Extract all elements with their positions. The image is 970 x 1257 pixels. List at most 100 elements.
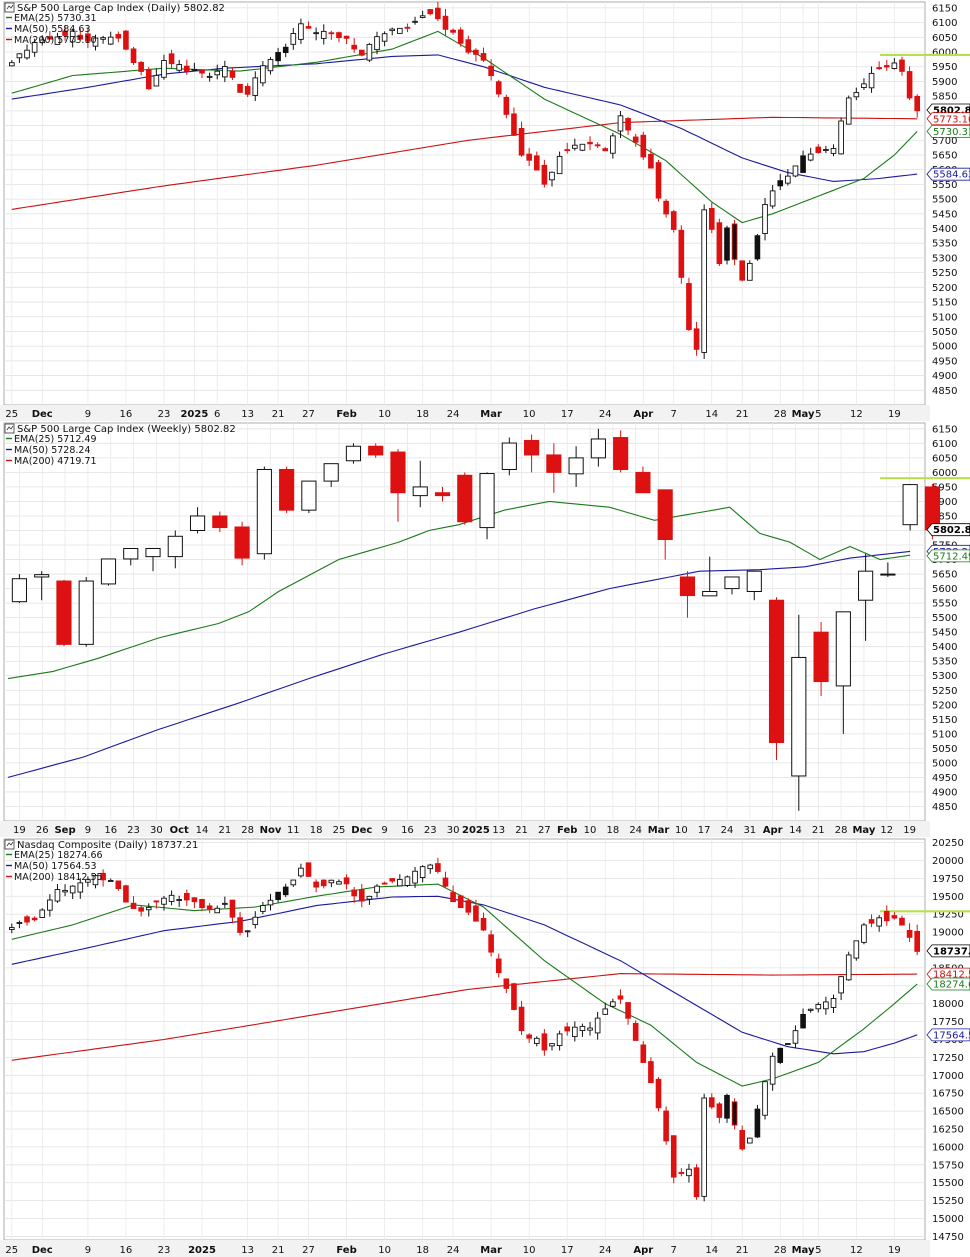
candle-body — [237, 917, 243, 933]
candle — [189, 507, 206, 534]
candle — [8, 60, 15, 67]
candle-body — [457, 895, 464, 909]
candle — [191, 62, 198, 72]
x-tick-label: 21 — [515, 825, 528, 836]
x-tick-label: 10 — [584, 825, 597, 836]
candle — [229, 67, 236, 80]
candle — [77, 29, 84, 41]
x-tick-label: 18 — [416, 409, 429, 420]
candle — [100, 35, 106, 44]
x-axis-band — [0, 405, 930, 421]
chart-icon — [6, 425, 14, 431]
candle — [313, 27, 319, 41]
candle-body — [541, 1033, 548, 1051]
candle-body — [77, 34, 84, 40]
x-tick-label: Apr — [763, 825, 783, 836]
candle-body — [835, 611, 851, 687]
candle-body — [754, 1108, 761, 1138]
candle — [479, 472, 495, 540]
candle — [579, 143, 586, 152]
candle — [298, 863, 304, 878]
candle-body — [320, 879, 327, 887]
value-label-box — [926, 944, 970, 958]
candle-body — [168, 53, 175, 65]
candle-body — [838, 120, 844, 155]
value-label: 18412.55 — [933, 970, 970, 981]
candle — [838, 975, 844, 1001]
x-tick-label: 7 — [671, 1245, 677, 1256]
candle — [343, 35, 350, 45]
candle-body — [579, 143, 586, 151]
candle-body — [594, 144, 601, 147]
last-value-labels: 5802.825773.10 5730.31 5584.63 — [926, 103, 970, 181]
candle-body — [891, 915, 898, 919]
candle-body — [617, 115, 624, 132]
candle-body — [768, 599, 785, 744]
candle — [78, 576, 94, 647]
candle-body — [503, 978, 510, 989]
y-tick-label: 15750 — [932, 1160, 964, 1171]
x-tick-label: 24 — [599, 1245, 612, 1256]
candle — [678, 1168, 685, 1177]
candle — [389, 27, 396, 36]
candle — [610, 132, 616, 159]
candle — [345, 443, 362, 464]
y-tick-label: 5600 — [932, 584, 957, 595]
candle-body — [853, 940, 860, 959]
y-tick-label: 5850 — [932, 92, 957, 103]
y-tick-label: 15000 — [932, 1214, 964, 1225]
candle — [115, 880, 122, 891]
candle — [176, 59, 182, 74]
candle-body — [747, 262, 753, 281]
candle-body — [686, 1168, 692, 1177]
candle-body — [625, 118, 631, 131]
candle-body — [762, 203, 768, 234]
candle-body — [823, 1001, 829, 1010]
candle-body — [222, 902, 228, 905]
x-tick-label: 17 — [561, 409, 574, 420]
candle — [234, 521, 250, 566]
candle — [640, 131, 647, 160]
candle — [214, 64, 221, 80]
candle — [635, 466, 651, 494]
candle-body — [275, 52, 281, 62]
candle — [823, 996, 829, 1015]
candle — [791, 614, 807, 811]
legend-label: MA(200) 4719.71 — [14, 456, 97, 467]
candle-body — [301, 480, 317, 511]
candle — [883, 60, 890, 71]
candle-body — [899, 59, 905, 72]
candle — [145, 903, 152, 917]
candle — [632, 1020, 639, 1041]
x-tick-label: 28 — [774, 1245, 787, 1256]
candle-body — [716, 1103, 723, 1118]
candle-body — [853, 92, 860, 98]
value-label: 5802.82 — [933, 525, 970, 536]
candle-body — [899, 917, 905, 926]
candle-body — [655, 162, 662, 199]
candle — [214, 905, 221, 914]
candle-body — [640, 1044, 647, 1063]
chart-panel-3: 14750 15000 15250 15500 15750 16000 16250 16500… — [0, 837, 970, 1257]
y-tick-label: 15250 — [932, 1196, 964, 1207]
x-tick-label: 24 — [599, 409, 612, 420]
candle — [39, 35, 46, 46]
candle-body — [161, 897, 167, 905]
x-tick-label: 5 — [815, 1245, 821, 1256]
candle-body — [290, 879, 297, 886]
x-tick-label: 9 — [85, 1245, 91, 1256]
candle — [85, 876, 91, 887]
chart-panel-2: 4850 4900 4950 5000 5050 5100 5150 5200 5250 5300… — [0, 421, 970, 837]
candle — [594, 1011, 601, 1040]
candle — [858, 553, 874, 641]
candle-body — [613, 437, 629, 470]
candle-body — [473, 905, 479, 922]
x-tick-label: 10 — [378, 409, 391, 420]
candle-body — [769, 1055, 776, 1085]
x-tick-label: 23 — [127, 825, 140, 836]
candle — [835, 611, 851, 734]
candle-body — [381, 882, 388, 885]
candle-body — [412, 870, 418, 884]
candle — [876, 61, 882, 71]
